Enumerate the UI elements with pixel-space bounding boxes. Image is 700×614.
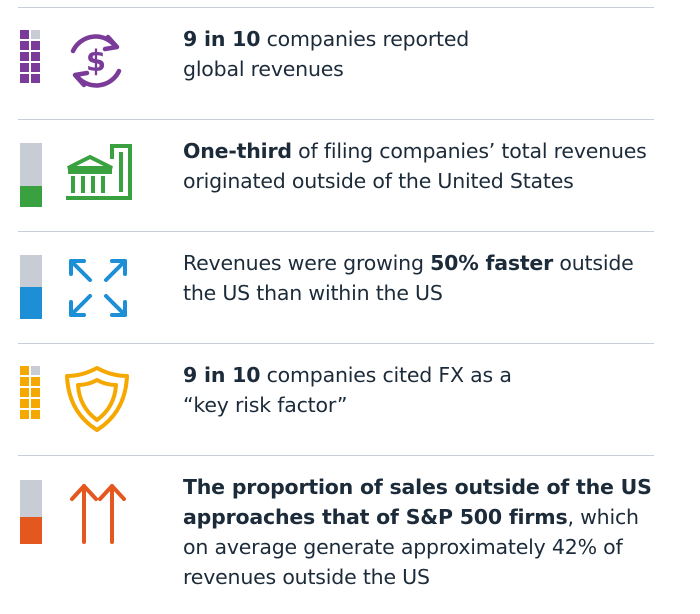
stat-text-segment: outside — [553, 251, 634, 275]
bar-meter-fill — [20, 185, 42, 207]
divider — [18, 231, 654, 232]
stat-text-line: originated outside of the United States — [183, 169, 574, 193]
waffle-cell — [31, 52, 40, 61]
stat-text: The proportion of sales outside of the U… — [183, 472, 652, 592]
waffle-cell — [20, 388, 29, 397]
waffle-meter — [20, 366, 40, 419]
bar-meter — [20, 143, 42, 207]
waffle-cell — [20, 41, 29, 50]
waffle-cell — [31, 388, 40, 397]
waffle-cell — [31, 63, 40, 72]
waffle-cell — [20, 399, 29, 408]
stat-text-line: the US than within the US — [183, 281, 443, 305]
stat-text: 9 in 10 companies reported global revenu… — [183, 24, 469, 84]
waffle-cell — [31, 30, 40, 39]
stat-text-line: on average generate approximately 42% of — [183, 535, 623, 559]
stat-text-line: 9 in 10 companies reported — [183, 24, 469, 54]
stat-text-line: One-third of filing companies’ total rev… — [183, 136, 647, 166]
stat-text-line: The proportion of sales outside of the U… — [183, 472, 652, 502]
waffle-cell — [20, 366, 29, 375]
waffle-cell — [31, 377, 40, 386]
waffle-cell — [31, 41, 40, 50]
stat-text-segment: companies cited FX as a — [260, 363, 512, 387]
stat-text: One-third of filing companies’ total rev… — [183, 136, 647, 196]
bar-meter — [20, 255, 42, 319]
stat-text: Revenues were growing 50% faster outside… — [183, 248, 634, 308]
stat-text-line: approaches that of S&P 500 firms, which — [183, 502, 652, 532]
waffle-cell — [20, 410, 29, 419]
svg-text:$: $ — [86, 44, 106, 78]
stat-highlight: 50% faster — [430, 251, 554, 275]
waffle-cell — [20, 74, 29, 83]
waffle-cell — [31, 366, 40, 375]
stat-text-segment: , which — [567, 505, 639, 529]
stat-highlight: 9 in 10 — [183, 27, 261, 51]
divider — [18, 7, 654, 8]
stat-highlight: The proportion of sales outside of the U… — [183, 475, 652, 499]
stat-text-segment: companies reported — [260, 27, 470, 51]
stat-text-segment: Revenues were growing — [183, 251, 431, 275]
bar-meter — [20, 480, 42, 544]
shield-icon — [62, 364, 132, 438]
stat-item-growth: Revenues were growing 50% faster outside… — [0, 0, 700, 319]
up-arrows-icon — [62, 478, 134, 554]
stat-text-line: revenues outside the US — [183, 565, 430, 589]
stat-text-line: “key risk factor” — [183, 393, 348, 417]
waffle-cell — [20, 30, 29, 39]
waffle-cell — [20, 377, 29, 386]
waffle-meter — [20, 30, 40, 83]
divider — [18, 343, 654, 344]
stat-item-one-third: One-third of filing companies’ total rev… — [0, 0, 700, 207]
stat-text: 9 in 10 companies cited FX as a “key ris… — [183, 360, 512, 420]
dollar-cycle-icon: $ — [62, 27, 130, 99]
stat-highlight: One-third — [183, 139, 292, 163]
waffle-cell — [20, 52, 29, 61]
bar-meter-fill — [20, 517, 42, 544]
waffle-cell — [20, 63, 29, 72]
expand-arrows-icon — [62, 252, 134, 328]
waffle-cell — [31, 74, 40, 83]
divider — [18, 455, 654, 456]
stat-text-line: global revenues — [183, 57, 344, 81]
bank-building-icon — [62, 138, 134, 214]
waffle-cell — [31, 399, 40, 408]
bar-meter-fill — [20, 287, 42, 319]
stat-text-segment: of filing companies’ total revenues — [291, 139, 647, 163]
stat-text-line: 9 in 10 companies cited FX as a — [183, 360, 512, 390]
divider — [18, 119, 654, 120]
stat-text-line: Revenues were growing 50% faster outside — [183, 248, 634, 278]
stat-highlight: approaches that of S&P 500 firms — [183, 505, 568, 529]
waffle-cell — [31, 410, 40, 419]
stat-item-sp500: The proportion of sales outside of the U… — [0, 0, 700, 589]
stat-highlight: 9 in 10 — [183, 363, 261, 387]
